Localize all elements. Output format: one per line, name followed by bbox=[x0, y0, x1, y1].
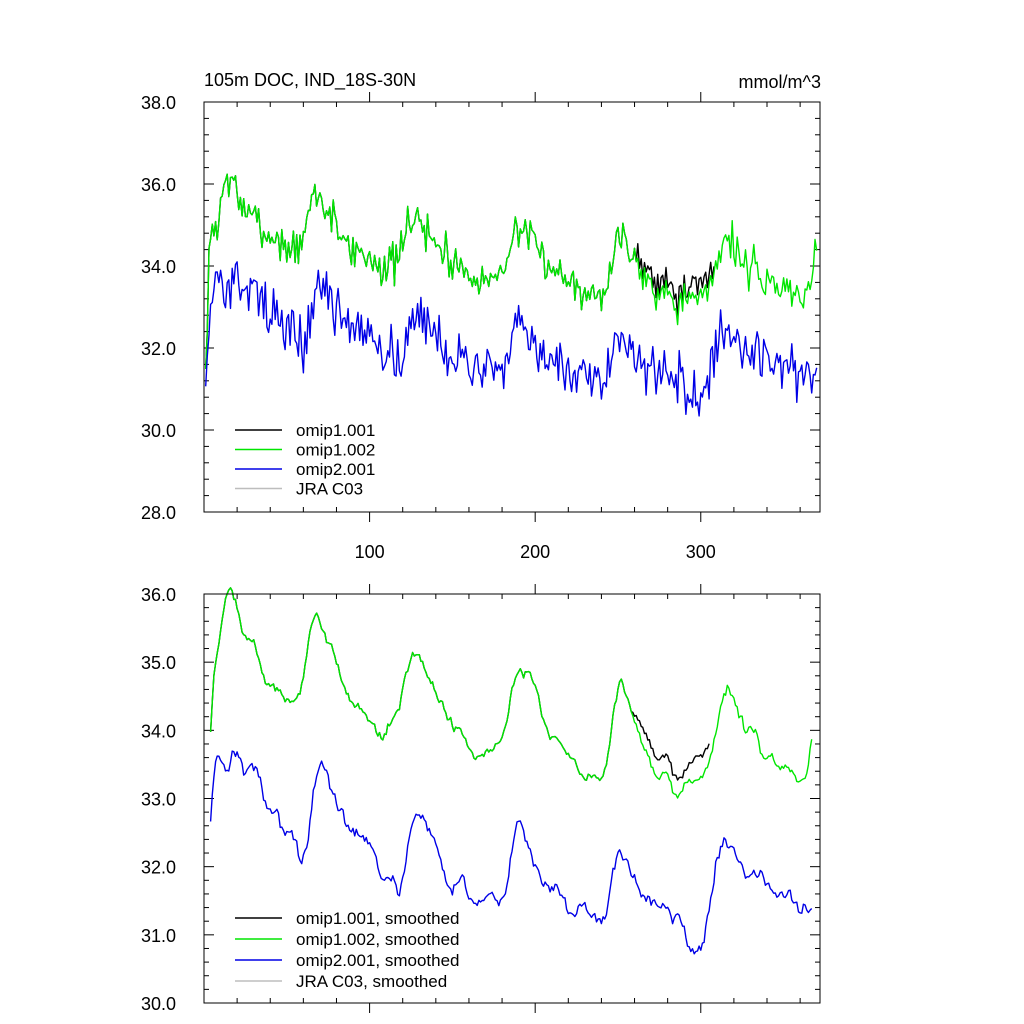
top-x-tick-labels: 100 200 300 bbox=[355, 542, 716, 562]
y-tick-label: 35.0 bbox=[141, 653, 176, 673]
x-tick-label: 100 bbox=[355, 542, 385, 562]
legend-label: omip1.001 bbox=[296, 421, 375, 440]
bottom-ticks bbox=[204, 584, 820, 1013]
legend-label: omip1.002, smoothed bbox=[296, 930, 460, 949]
top-panel: 105m DOC, IND_18S-30N mmol/m^3 28.0 30.0 3… bbox=[141, 70, 821, 562]
y-tick-label: 31.0 bbox=[141, 926, 176, 946]
y-tick-label: 33.0 bbox=[141, 790, 176, 810]
bottom-plot-frame bbox=[203, 593, 821, 1004]
bottom-panel: 30.0 31.0 32.0 33.0 34.0 35.0 36.0 omip1.001, … bbox=[141, 584, 821, 1014]
top-plot-frame bbox=[203, 101, 821, 513]
legend-label: omip1.001, smoothed bbox=[296, 909, 460, 928]
legend-label: omip2.001 bbox=[296, 460, 375, 479]
y-tick-label: 38.0 bbox=[141, 93, 176, 113]
y-tick-label: 34.0 bbox=[141, 257, 176, 277]
y-tick-label: 30.0 bbox=[141, 421, 176, 441]
x-tick-label: 300 bbox=[686, 542, 716, 562]
legend-label: omip2.001, smoothed bbox=[296, 951, 460, 970]
y-tick-label: 30.0 bbox=[141, 994, 176, 1014]
top-series-lines bbox=[205, 173, 818, 417]
series-line-omip2-001-smoothed bbox=[209, 750, 813, 955]
legend-label: omip1.002 bbox=[296, 441, 375, 460]
top-ticks bbox=[204, 92, 820, 522]
x-tick-label: 200 bbox=[520, 542, 550, 562]
bottom-legend: omip1.001, smoothed omip1.002, smoothed om… bbox=[235, 909, 460, 991]
bottom-series-lines bbox=[209, 587, 813, 955]
series-line-omip1-002-smoothed bbox=[209, 587, 813, 799]
y-tick-label: 28.0 bbox=[141, 503, 176, 523]
bottom-y-tick-labels: 30.0 31.0 32.0 33.0 34.0 35.0 36.0 bbox=[141, 585, 176, 1014]
top-title: 105m DOC, IND_18S-30N bbox=[204, 70, 416, 91]
series-line-omip1-002 bbox=[205, 173, 818, 369]
series-line-omip1-001-smoothed bbox=[209, 587, 710, 782]
y-tick-label: 32.0 bbox=[141, 339, 176, 359]
y-tick-label: 36.0 bbox=[141, 175, 176, 195]
y-tick-label: 32.0 bbox=[141, 858, 176, 878]
series-line-omip2-001 bbox=[205, 261, 818, 417]
y-tick-label: 34.0 bbox=[141, 721, 176, 741]
top-units: mmol/m^3 bbox=[739, 72, 821, 92]
legend-label: JRA C03, smoothed bbox=[296, 972, 447, 991]
legend-label: JRA C03 bbox=[296, 480, 363, 499]
top-y-tick-labels: 28.0 30.0 32.0 34.0 36.0 38.0 bbox=[141, 93, 176, 523]
y-tick-label: 36.0 bbox=[141, 585, 176, 605]
